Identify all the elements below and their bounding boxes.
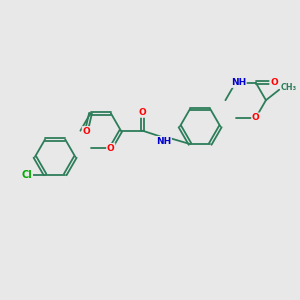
Text: O: O xyxy=(139,108,146,117)
Text: O: O xyxy=(270,78,278,87)
Text: NH: NH xyxy=(156,137,171,146)
Text: Cl: Cl xyxy=(22,169,32,179)
Text: O: O xyxy=(107,144,115,153)
Text: NH: NH xyxy=(231,78,246,87)
Text: O: O xyxy=(82,127,90,136)
Text: O: O xyxy=(252,113,260,122)
Text: CH₃: CH₃ xyxy=(281,83,297,92)
